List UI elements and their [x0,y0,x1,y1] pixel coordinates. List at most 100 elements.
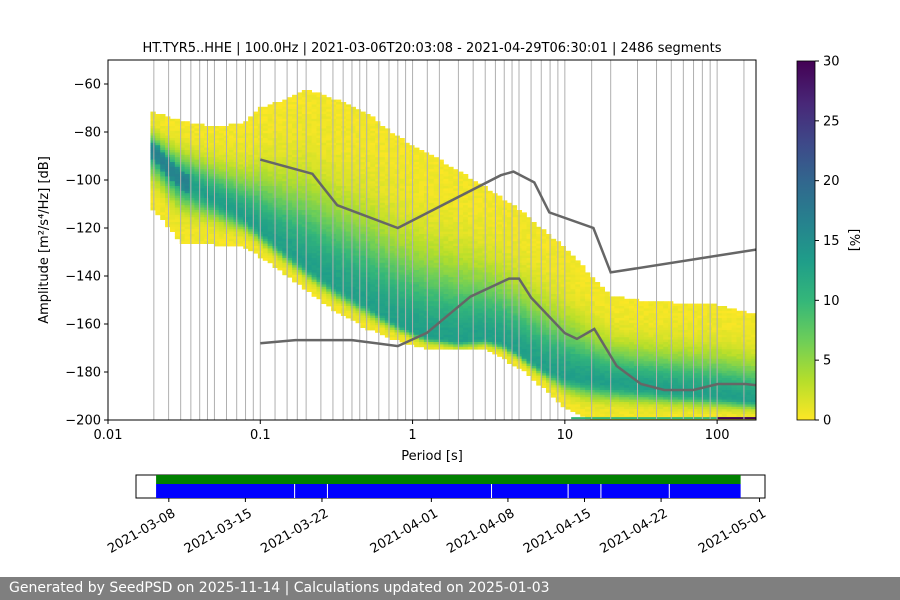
psd-cell [453,231,459,235]
psd-cell [433,186,439,189]
psd-cell [438,296,444,300]
psd-cell [472,246,479,249]
psd-cell [379,330,386,333]
psd-cell [399,291,405,295]
psd-cell [311,210,317,213]
psd-cell [311,111,317,115]
psd-cell [326,198,332,201]
psd-cell [375,320,381,324]
psd-cell [169,138,176,141]
psd-cell [306,186,312,189]
psd-cell [301,205,308,208]
psd-cell [326,140,332,144]
psd-cell [375,205,381,208]
psd-cell [409,303,415,307]
psd-cell [287,171,293,175]
psd-cell [428,190,435,194]
psd-cell [477,210,483,213]
psd-cell [428,157,435,160]
psd-cell [394,248,400,252]
psd-cell [414,234,420,237]
psd-cell [428,178,435,182]
psd-cell [169,224,176,228]
psd-cell [384,298,391,302]
psd-cell [155,207,161,211]
psd-cell [306,258,312,261]
psd-cell [419,310,425,314]
psd-cell [419,222,425,225]
psd-cell [355,315,361,319]
psd-cell [477,260,483,264]
psd-cell [150,118,156,122]
psd-cell [331,234,337,237]
psd-cell [267,166,273,170]
psd-cell [350,202,356,206]
psd-cell [370,138,376,141]
psd-cell [350,198,356,201]
psd-cell [360,178,366,182]
psd-cell [331,262,337,266]
psd-cell [462,238,469,242]
psd-cell [379,162,386,165]
psd-cell [399,310,405,314]
psd-cell [189,157,195,160]
psd-cell [472,274,479,278]
psd-cell [350,174,356,177]
psd-cell [155,171,161,175]
psd-cell [316,111,322,115]
psd-cell [443,183,449,187]
psd-cell [248,246,254,249]
psd-cell [311,229,317,232]
psd-cell [262,207,269,211]
psd-cell [443,294,449,297]
psd-cell [287,198,293,201]
psd-cell [179,181,186,184]
psd-cell [199,231,205,235]
psd-cell [336,202,342,206]
psd-cell [218,207,225,211]
psd-cell [345,164,352,168]
psd-cell [169,147,176,151]
psd-cell [419,279,425,283]
psd-cell [165,186,171,189]
psd-cell [487,190,493,194]
psd-cell [384,270,391,273]
psd-cell [169,188,176,192]
psd-cell [365,121,371,124]
psd-cell [487,229,493,232]
psd-cell [443,298,449,302]
psd-cell [453,310,459,314]
psd-cell [194,147,200,151]
psd-cell [282,152,288,156]
psd-cell [365,294,371,297]
psd-cell [311,126,317,129]
psd-cell [384,284,391,288]
psd-cell [213,224,220,228]
psd-cell [179,178,186,182]
psd-cell [458,243,464,247]
psd-cell [174,198,181,201]
psd-cell [165,181,171,184]
psd-cell [160,186,166,189]
psd-cell [189,166,195,170]
psd-cell [389,310,396,314]
psd-cell [316,150,322,153]
psd-cell [355,243,361,247]
psd-cell [189,224,195,228]
psd-cell [399,138,405,141]
psd-cell [487,301,493,304]
psd-cell [428,159,435,163]
psd-cell [311,207,317,211]
psd-cell [389,289,396,292]
psd-cell [458,339,464,343]
psd-cell [292,135,298,139]
psd-cell [155,178,161,182]
psd-cell [331,121,337,124]
psd-cell [458,298,464,302]
psd-cell [409,294,415,297]
psd-cell [306,267,312,271]
psd-cell [414,190,420,194]
psd-cell [321,121,327,124]
psd-cell [428,241,435,244]
psd-cell [345,114,352,117]
